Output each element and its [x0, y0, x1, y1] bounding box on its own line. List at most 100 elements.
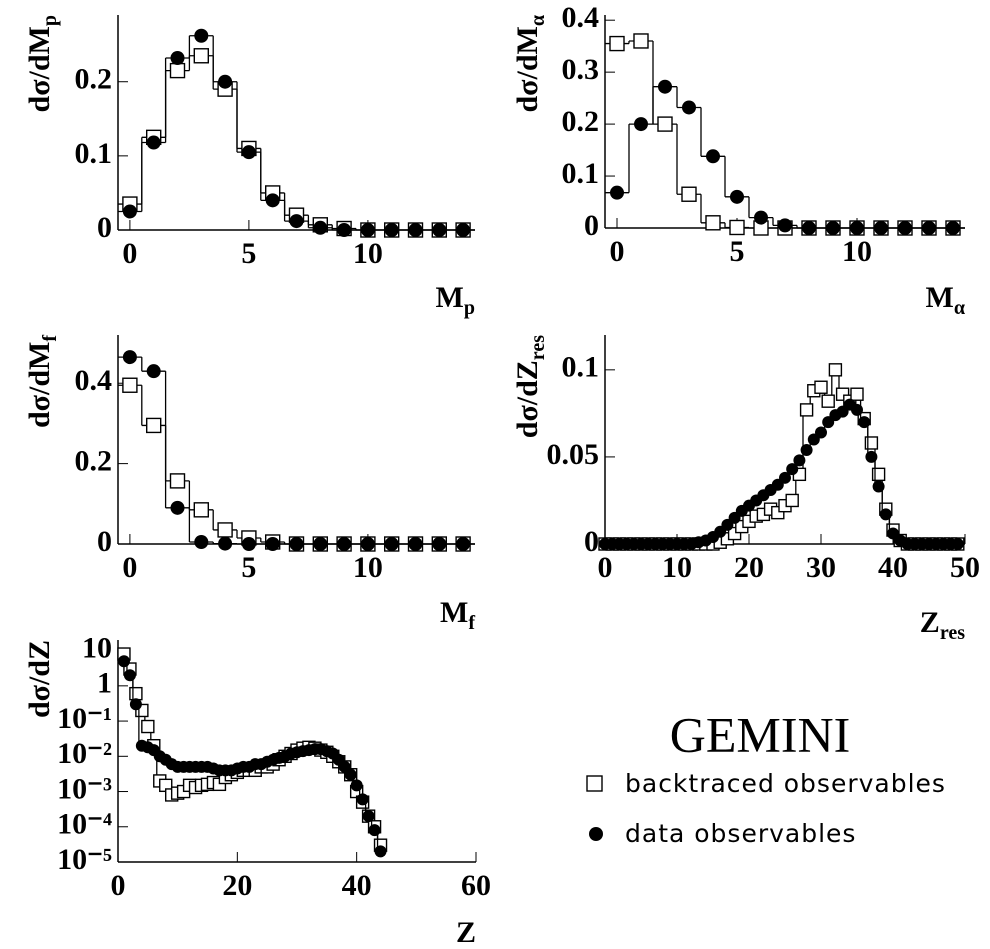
- marker-dot: [146, 135, 161, 150]
- y-tick-label: 0: [584, 209, 599, 242]
- x-axis-title: Mf: [440, 596, 475, 634]
- y-tick-label: 10⁻²: [57, 737, 112, 770]
- y-axis-title: dσ/dMf: [23, 335, 61, 428]
- marker-dot: [356, 793, 369, 806]
- x-tick-label: 10: [662, 551, 692, 584]
- marker-dot: [408, 223, 423, 237]
- marker-dot: [793, 454, 806, 467]
- marker-dot: [194, 534, 209, 549]
- x-tick-label: 10: [842, 235, 872, 268]
- y-axis-title-sub: p: [39, 15, 61, 26]
- y-axis-title-sub: res: [527, 335, 549, 360]
- x-axis-title-main: Z: [920, 606, 940, 639]
- y-axis-title-main: dσ/dM: [23, 342, 56, 428]
- marker-dot: [117, 655, 130, 668]
- marker-dot: [826, 221, 840, 235]
- marker-dot: [360, 537, 375, 551]
- marker-dot: [456, 223, 471, 237]
- marker-dot: [610, 185, 624, 200]
- x-tick-label: 30: [806, 551, 836, 584]
- marker-dot: [802, 221, 816, 235]
- marker-dot: [289, 537, 304, 551]
- marker-dot: [872, 480, 885, 493]
- marker-square: [681, 186, 697, 202]
- marker-dot: [362, 810, 375, 823]
- marker-dot: [779, 471, 791, 484]
- x-tick-label: 40: [342, 869, 372, 902]
- marker-dot: [241, 145, 256, 160]
- x-tick-label: 10: [353, 551, 383, 584]
- y-tick-label: 0.1: [562, 157, 600, 190]
- x-axis-title: Mα: [926, 281, 966, 319]
- y-tick-label: 0.2: [75, 63, 113, 96]
- marker-dot: [122, 350, 137, 365]
- legend-marker-dot: [589, 827, 603, 841]
- marker-square: [705, 215, 721, 231]
- y-axis-title-sub: α: [527, 15, 549, 26]
- marker-dot: [384, 223, 399, 237]
- marker-dot: [360, 223, 375, 237]
- x-axis-title-sub: p: [464, 297, 475, 319]
- x-axis-title-sub: res: [940, 622, 965, 644]
- x-tick-label: 0: [122, 237, 137, 270]
- marker-dot: [879, 508, 892, 521]
- marker-dot: [778, 218, 792, 233]
- marker-dot: [337, 537, 352, 551]
- marker-dot: [265, 537, 280, 551]
- y-axis-title: dσ/dZres: [511, 335, 549, 438]
- x-axis-title: Z: [456, 916, 476, 949]
- marker-square: [729, 219, 745, 236]
- y-axis-title: dσ/dMp: [23, 15, 61, 112]
- y-tick-label: 0: [97, 211, 112, 244]
- y-axis-title-main: dσ/dM: [511, 26, 544, 112]
- marker-dot: [858, 416, 871, 429]
- marker-dot: [682, 100, 696, 115]
- marker-dot: [170, 51, 185, 65]
- x-tick-label: 20: [734, 551, 764, 584]
- marker-dot: [408, 537, 423, 551]
- legend-label: backtraced observables: [625, 769, 946, 798]
- marker-dot: [122, 204, 137, 219]
- marker-square: [129, 686, 143, 701]
- legend-label: data observables: [625, 819, 856, 848]
- x-tick-label: 0: [122, 551, 137, 584]
- y-tick-label: 0: [97, 525, 112, 558]
- marker-dot: [313, 220, 328, 235]
- marker-dot: [754, 210, 768, 225]
- marker-dot: [865, 450, 878, 463]
- x-axis-title-main: Z: [456, 916, 476, 949]
- x-axis-title: Zres: [920, 606, 965, 644]
- y-tick-label: 0.2: [562, 105, 600, 138]
- marker-dot: [374, 845, 387, 858]
- y-tick-label: 10⁻¹: [57, 702, 112, 735]
- marker-square: [169, 62, 186, 79]
- marker-dot: [706, 149, 720, 164]
- marker-square: [609, 35, 625, 52]
- marker-dot: [337, 223, 352, 237]
- x-tick-label: 40: [878, 551, 908, 584]
- marker-dot: [170, 500, 185, 515]
- y-tick-label: 0.05: [547, 438, 600, 471]
- x-tick-label: 5: [241, 551, 256, 584]
- x-axis-title-sub: f: [468, 612, 475, 634]
- y-axis-title: dσ/dZ: [23, 640, 56, 718]
- x-tick-label: 20: [222, 869, 252, 902]
- marker-dot: [384, 537, 399, 551]
- marker-dot: [344, 768, 357, 781]
- x-tick-label: 0: [598, 551, 613, 584]
- marker-dot: [289, 214, 304, 229]
- marker-dot: [313, 537, 328, 551]
- legend-marker-square: [586, 775, 603, 792]
- model-name: GEMINI: [670, 706, 851, 762]
- marker-square: [633, 33, 649, 49]
- y-tick-label: 0.3: [562, 53, 600, 86]
- marker-dot: [786, 463, 799, 476]
- marker-square: [814, 380, 828, 394]
- marker-dot: [922, 221, 936, 235]
- marker-square: [850, 387, 864, 401]
- marker-square: [785, 493, 799, 508]
- marker-dot: [146, 364, 161, 379]
- marker-dot: [123, 669, 136, 682]
- x-axis-title-main: M: [926, 281, 954, 314]
